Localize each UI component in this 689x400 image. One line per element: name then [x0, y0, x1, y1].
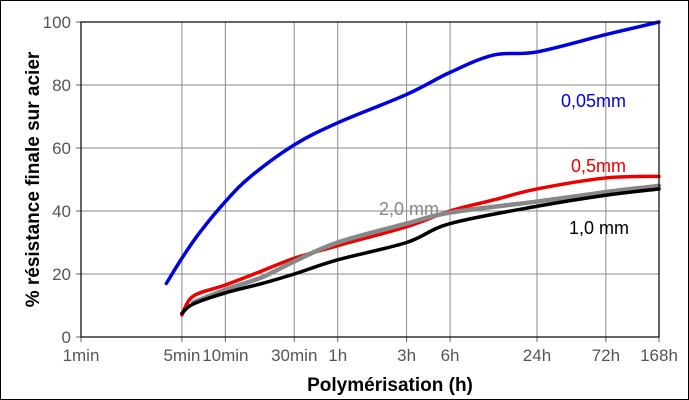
y-tick-label: 20: [52, 265, 71, 284]
x-axis-title: Polymérisation (h): [307, 375, 473, 396]
x-tick-label: 3h: [397, 346, 416, 365]
x-tick-label: 30min: [271, 346, 317, 365]
x-tick-label: 10min: [202, 346, 248, 365]
series-line: [180, 187, 661, 316]
series-label: 2,0 mm: [379, 199, 439, 219]
x-tick-labels: 1min 5min 10min 30min 1h 3h 6h 24h 72h 168h: [63, 346, 678, 365]
y-axis-title: % résistance finale sur acier: [23, 51, 44, 307]
series-labels: 0,05mm 0,5mm 2,0 mm 1,0 mm: [379, 91, 629, 238]
plot-border: [80, 21, 660, 338]
x-tick-label: 6h: [441, 346, 460, 365]
y-tick-label: 60: [52, 139, 71, 158]
series-lines: [164, 20, 662, 317]
y-tick-label: 0: [62, 328, 71, 347]
y-tick-label: 40: [52, 202, 71, 221]
y-tick-label: 80: [52, 76, 71, 95]
series-label: 0,05mm: [561, 91, 626, 111]
y-tick-labels: 0 20 40 60 80 100: [43, 13, 71, 347]
series-line: [164, 20, 661, 286]
y-tick-label: 100: [43, 13, 71, 32]
x-tick-label: 1min: [63, 346, 100, 365]
x-tick-label: 24h: [523, 346, 551, 365]
x-tick-label: 72h: [592, 346, 620, 365]
series-label: 1,0 mm: [569, 218, 629, 238]
x-tick-label: 1h: [328, 346, 347, 365]
series-line: [191, 183, 662, 305]
x-tick-label: 5min: [163, 346, 200, 365]
series-line: [180, 174, 661, 317]
x-tick-label: 168h: [640, 346, 678, 365]
series-label: 0,5mm: [571, 156, 626, 176]
